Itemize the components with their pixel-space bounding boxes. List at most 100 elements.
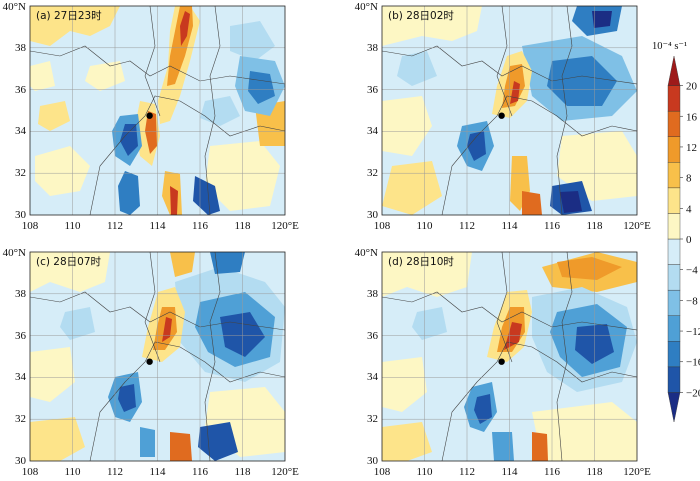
- x-tick: 110: [416, 220, 433, 232]
- colorbar-tick-label: −4: [686, 265, 698, 277]
- panel-d: (d) 28日10时: [381, 251, 638, 462]
- colorbar-swatch: [667, 162, 681, 189]
- x-tick: 112: [459, 466, 475, 478]
- station-marker: [146, 112, 153, 119]
- x-tick: 116: [192, 220, 209, 232]
- colorbar-tick-label: 20: [686, 81, 698, 93]
- panel-a-frame: [29, 5, 286, 216]
- panel-c-label: (c) 28日07时: [36, 256, 102, 268]
- x-tick: 120°E: [623, 220, 651, 232]
- x-tick: 112: [459, 220, 475, 232]
- station-marker: [498, 112, 505, 119]
- y-tick: 40°N: [355, 247, 378, 259]
- panel-b-label: (b) 28日02时: [388, 10, 454, 22]
- gridlines: [382, 6, 637, 215]
- colorbar-tick-label: −8: [686, 295, 698, 307]
- y-tick: 38: [367, 42, 379, 54]
- x-tick: 112: [107, 466, 123, 478]
- colorbar-swatch: [667, 392, 681, 423]
- x-tick: 116: [544, 466, 561, 478]
- y-tick: 34: [15, 371, 27, 383]
- y-tick: 36: [15, 84, 27, 96]
- y-tick: 30: [15, 209, 27, 221]
- y-tick: 30: [367, 455, 379, 467]
- panel-d-map: [382, 252, 637, 461]
- x-tick: 114: [149, 466, 166, 478]
- colorbar-swatch: [667, 187, 681, 214]
- x-tick: 118: [234, 220, 251, 232]
- x-tick: 116: [192, 466, 209, 478]
- y-tick: 34: [367, 371, 379, 383]
- colorbar-swatch: [667, 366, 681, 393]
- x-tick: 114: [501, 220, 518, 232]
- y-tick: 40°N: [355, 1, 378, 13]
- vorticity-field: [382, 6, 637, 215]
- panel-d-label: (d) 28日10时: [388, 256, 454, 268]
- vorticity-field: [30, 252, 285, 461]
- colorbar-swatches: [667, 55, 681, 423]
- y-tick: 36: [367, 330, 379, 342]
- axis-labels: 108 110 112 114 116 118 120°E 108 110 11…: [3, 1, 651, 478]
- colorbar-swatch: [667, 238, 681, 265]
- panel-b: (b) 28日02时: [381, 5, 638, 216]
- colorbar-tick-label: −12: [686, 326, 700, 338]
- colorbar-tick-label: 8: [686, 173, 692, 185]
- y-tick: 38: [15, 288, 27, 300]
- gridlines: [30, 6, 285, 215]
- y-tick: 40°N: [3, 247, 26, 259]
- panel-c: (c) 28日07时: [29, 251, 286, 462]
- y-tick: 34: [15, 125, 27, 137]
- x-tick: 108: [374, 220, 391, 232]
- panel-b-map: [382, 6, 637, 215]
- x-tick: 114: [501, 466, 518, 478]
- x-tick: 118: [586, 466, 603, 478]
- gridlines: [382, 252, 637, 461]
- x-tick: 114: [149, 220, 166, 232]
- panel-a-map: [30, 6, 285, 215]
- y-tick: 32: [15, 167, 26, 179]
- colorbar-tick-label: −16: [686, 357, 700, 369]
- x-tick: 108: [22, 466, 39, 478]
- colorbar-swatch: [667, 315, 681, 342]
- y-tick: 30: [367, 209, 379, 221]
- colorbar-swatch: [667, 85, 681, 112]
- colorbar-tick-label: −20: [686, 387, 700, 399]
- colorbar-ticks: 20 16 12 8 4 0 −4 −8 −12 −16 −20: [680, 81, 700, 399]
- colorbar: 10⁻⁴ s⁻¹ 20 16 12 8 4 0 −4 −8 −12 −16 −20: [652, 41, 700, 423]
- x-tick: 108: [374, 466, 391, 478]
- x-tick: 120°E: [271, 466, 299, 478]
- y-tick: 32: [367, 413, 378, 425]
- x-tick: 110: [64, 466, 81, 478]
- colorbar-tick-label: 0: [686, 234, 692, 246]
- x-tick: 108: [22, 220, 39, 232]
- y-tick: 38: [367, 288, 379, 300]
- colorbar-swatch: [667, 289, 681, 316]
- colorbar-swatch: [667, 110, 681, 137]
- y-tick: 40°N: [3, 1, 26, 13]
- x-tick: 118: [234, 466, 251, 478]
- panel-d-frame: [381, 251, 638, 462]
- x-tick: 112: [107, 220, 123, 232]
- y-tick: 34: [367, 125, 379, 137]
- y-tick: 32: [15, 413, 26, 425]
- colorbar-tick-label: 16: [686, 111, 698, 123]
- colorbar-swatch: [667, 213, 681, 240]
- station-marker: [146, 358, 153, 365]
- x-tick: 118: [586, 220, 603, 232]
- panel-a: (a) 27日23时: [29, 5, 286, 216]
- colorbar-unit: 10⁻⁴ s⁻¹: [652, 41, 687, 52]
- y-tick: 30: [15, 455, 27, 467]
- vorticity-field: [30, 6, 285, 215]
- colorbar-tick-label: 4: [686, 203, 692, 215]
- x-tick: 120°E: [271, 220, 299, 232]
- colorbar-swatch: [667, 55, 681, 86]
- gridlines: [30, 252, 285, 461]
- station-marker: [498, 358, 505, 365]
- x-tick: 116: [544, 220, 561, 232]
- panel-c-map: [30, 252, 285, 461]
- x-tick: 110: [416, 466, 433, 478]
- x-tick: 120°E: [623, 466, 651, 478]
- colorbar-swatch: [667, 264, 681, 291]
- panel-a-label: (a) 27日23时: [36, 10, 102, 22]
